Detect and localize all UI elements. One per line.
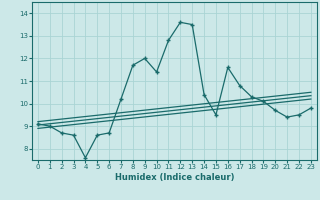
X-axis label: Humidex (Indice chaleur): Humidex (Indice chaleur) [115, 173, 234, 182]
